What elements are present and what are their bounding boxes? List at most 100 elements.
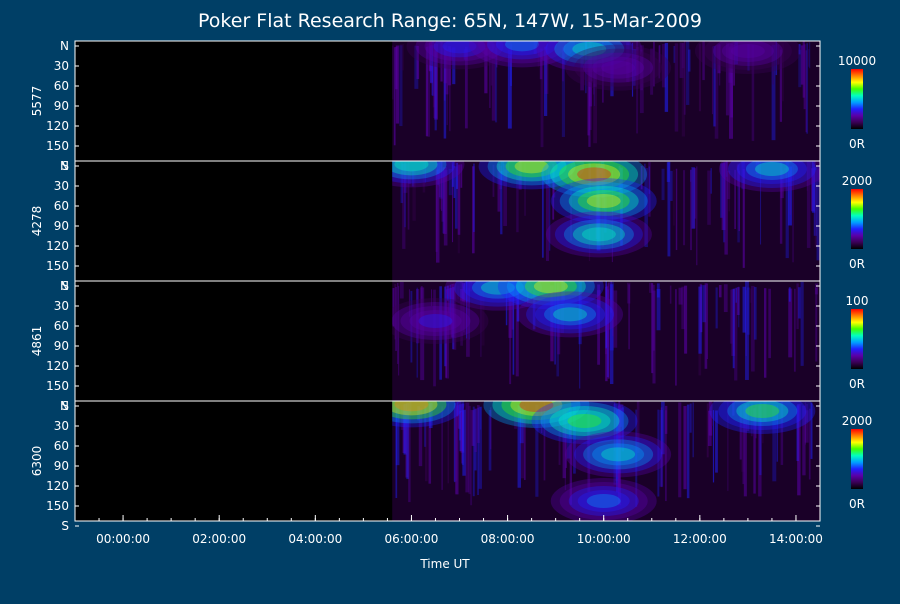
noise-streak <box>702 41 705 81</box>
noise-streak <box>696 166 698 266</box>
noise-streak <box>445 286 449 379</box>
noise-streak <box>800 281 804 366</box>
y-tick-label: 60 <box>54 79 69 93</box>
noise-streak <box>717 44 721 74</box>
noise-streak <box>751 285 755 372</box>
panel-ylabel: 4861 <box>30 326 44 357</box>
noise-streak <box>712 410 715 483</box>
y-tick-label: 90 <box>54 339 69 353</box>
chart-title: Poker Flat Research Range: 65N, 147W, 15… <box>198 10 702 32</box>
noise-streak <box>806 404 808 423</box>
emission-feature <box>745 404 780 418</box>
noise-streak <box>751 45 755 141</box>
noise-streak <box>416 289 420 344</box>
noise-streak <box>489 407 492 450</box>
noise-streak <box>449 284 451 326</box>
y-tick-label: 90 <box>54 219 69 233</box>
noise-streak <box>520 403 525 479</box>
noise-streak <box>686 404 690 499</box>
noise-streak <box>458 401 461 429</box>
noise-streak <box>524 406 526 480</box>
x-tick-label: 12:00:00 <box>673 532 727 546</box>
emission-feature <box>442 41 477 54</box>
emission-feature <box>553 307 588 322</box>
noise-streak <box>626 42 630 83</box>
noise-streak <box>454 402 456 483</box>
noise-streak <box>612 287 614 337</box>
emission-feature <box>568 186 639 216</box>
noise-streak <box>636 401 640 453</box>
noise-streak <box>815 287 818 362</box>
emission-feature <box>392 161 456 184</box>
noise-streak <box>461 403 464 465</box>
noise-streak <box>465 402 470 493</box>
noise-streak <box>780 401 784 465</box>
noise-streak <box>517 405 521 488</box>
noise-streak <box>436 162 441 175</box>
noise-streak <box>738 286 740 328</box>
noise-streak <box>776 405 778 462</box>
noise-streak <box>758 405 762 497</box>
noise-streak <box>407 162 410 230</box>
noise-streak <box>808 408 811 480</box>
noise-streak <box>460 289 464 301</box>
noise-streak <box>613 290 618 348</box>
noise-streak <box>658 45 660 79</box>
noise-streak <box>495 42 498 68</box>
noise-streak <box>395 45 400 124</box>
noise-streak <box>649 282 653 293</box>
noise-streak <box>540 49 544 148</box>
noise-streak <box>519 407 524 444</box>
noise-streak <box>750 403 753 437</box>
noise-streak <box>481 290 485 346</box>
noise-streak <box>648 166 650 194</box>
noise-streak <box>809 42 811 69</box>
noise-streak <box>681 43 685 69</box>
emission-feature <box>727 401 798 426</box>
noise-streak <box>718 285 722 298</box>
emission-feature <box>568 163 621 186</box>
noise-streak <box>593 48 597 144</box>
noise-streak <box>573 405 576 474</box>
emission-feature <box>577 167 612 182</box>
noise-streak <box>448 288 450 313</box>
noise-streak <box>653 41 655 87</box>
noise-streak <box>434 43 438 120</box>
noise-streak <box>664 42 669 112</box>
noise-streak <box>621 407 625 452</box>
y-tick-label: 30 <box>54 299 69 313</box>
panel-data <box>392 281 820 389</box>
noise-streak <box>642 166 647 180</box>
noise-streak <box>560 290 564 334</box>
emission-feature <box>469 41 575 68</box>
noise-streak <box>772 405 777 482</box>
noise-streak <box>811 161 816 213</box>
noise-streak <box>704 283 708 369</box>
emission-feature <box>581 227 616 242</box>
emission-feature <box>559 182 648 220</box>
noise-streak <box>640 49 643 91</box>
y-tick-label: 150 <box>46 139 69 153</box>
noise-streak <box>609 288 612 312</box>
emission-feature <box>577 190 630 212</box>
noise-streak <box>805 50 808 133</box>
emission-feature <box>558 410 611 432</box>
noise-streak <box>431 41 435 96</box>
emission-feature <box>572 223 625 246</box>
noise-streak <box>570 163 574 185</box>
emission-feature <box>496 161 567 182</box>
noise-streak <box>689 403 692 433</box>
noise-streak <box>802 41 805 98</box>
noise-streak <box>441 167 445 222</box>
noise-streak <box>433 289 436 387</box>
noise-streak <box>610 281 612 314</box>
noise-streak <box>470 409 473 506</box>
emission-feature <box>394 161 429 172</box>
emission-feature <box>563 219 634 250</box>
noise-streak <box>548 165 550 183</box>
noise-streak <box>804 410 809 443</box>
noise-streak <box>614 402 616 451</box>
noise-streak <box>817 169 820 182</box>
noise-streak <box>544 47 549 94</box>
